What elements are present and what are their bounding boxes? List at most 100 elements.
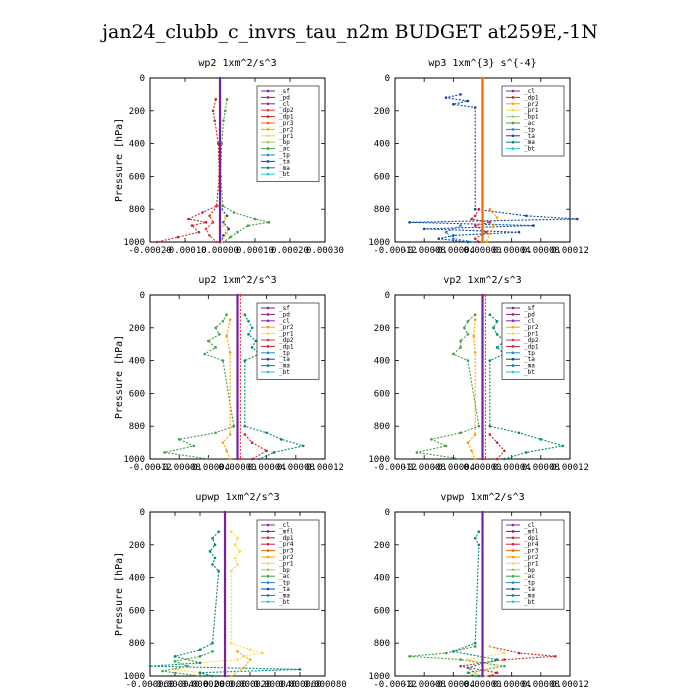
data-point-ac [473,674,477,678]
data-point-dp1 [488,674,492,678]
data-point-ac [503,664,506,668]
x-tick-label: -0.00012 [128,463,171,473]
data-point-dp1 [470,217,473,221]
data-point-ta [222,234,225,237]
x-tick-label: -0.000060 [126,680,175,690]
y-tick-label: 400 [129,357,145,367]
data-point-ac [222,119,225,122]
y-tick-label: 800 [374,639,390,649]
y-tick-label: 600 [129,606,145,616]
data-point-ma [217,569,221,573]
y-tick-label: 1000 [123,238,145,248]
data-point-ma [148,664,152,668]
series-line-pr2 [222,319,231,460]
legend-marker [266,319,270,323]
data-point-ma [208,550,212,553]
data-point-ac [267,221,271,224]
legend-label: _bt [279,171,290,178]
legend-marker [266,338,270,342]
series-line-ac [162,650,213,677]
data-point-pr2 [225,449,228,453]
legend-label: _cl [524,522,535,529]
data-point-ma [211,563,214,566]
data-point-ma [213,543,217,547]
data-point-dp1 [190,224,194,227]
data-point-ac [221,204,225,208]
data-point-ma [211,536,214,540]
legend-marker [511,530,515,533]
data-point-dp1 [187,217,190,221]
data-point-dp1 [495,441,499,444]
data-point-ta [444,96,448,99]
data-point-pr1 [222,224,225,227]
data-point-ac [220,142,224,145]
legend-marker [266,555,270,559]
x-tick-label: 0.00000 [201,246,239,256]
legend-label: _pr1 [279,560,294,567]
legend-label: _bt [279,369,290,376]
data-point-ma [243,424,247,428]
legend-marker [266,562,270,565]
plot-frame [149,511,326,677]
data-point-ac [207,457,210,461]
data-point-ma [243,359,247,362]
data-point-ac [473,313,477,316]
data-point-sf [481,457,484,461]
x-tick-label: -0.00008 [402,463,445,473]
data-point-ac [408,655,411,658]
data-point-dp1 [473,224,477,227]
data-point-pr2 [225,334,228,338]
data-point-sf [236,457,239,461]
legend-label: _dp1 [524,535,539,542]
data-point-ac [466,319,470,323]
chart-panel-3: up2 1xm^2/s^302004006008001000-0.00012-0… [114,275,344,473]
data-point-dp2 [208,214,211,218]
legend-marker [266,134,270,138]
y-tick-label: 400 [129,574,145,584]
y-tick-label: 800 [374,205,390,215]
data-point-ma [495,333,499,336]
x-tick-label: 0.00004 [493,680,531,690]
data-point-ta [473,106,477,109]
y-axis-label: Pressure [hPa] [114,335,125,419]
series-line-dp1 [489,434,506,460]
data-point-dp1 [517,651,521,655]
data-point-tp [459,224,462,227]
legend-marker [266,600,270,604]
data-point-ac [177,438,181,441]
legend-marker [511,357,515,361]
data-point-ma [473,641,477,645]
data-point-ta [466,99,470,103]
legend-label: _ac [279,573,290,580]
data-point-dp2 [211,221,215,224]
legend-marker [266,172,270,176]
data-point-ma [198,648,202,652]
legend-label: _pr1 [524,560,539,567]
legend-label: _cl [279,522,290,529]
legend-marker [266,96,270,99]
data-point-ac [223,109,227,113]
data-point-ta [517,230,521,234]
legend-marker [266,332,270,335]
data-point-ma [492,326,495,330]
y-tick-label: 200 [129,541,145,551]
data-point-pr2 [248,658,252,661]
legend-marker [266,587,270,591]
data-point-ac [466,671,470,675]
legend-marker [511,140,515,144]
panel-title: wp2 1xm^2/s^3 [198,58,276,69]
data-point-ac [198,655,202,658]
legend-label: _bp1 [524,114,539,121]
y-tick-label: 1000 [123,455,145,465]
data-point-dp1 [488,221,492,224]
data-point-ta [575,217,579,221]
legend-label: _bp [279,139,290,146]
x-tick-label: -0.00004 [432,246,475,256]
x-tick-label: 0.00004 [248,463,286,473]
data-point-ma [503,457,506,461]
data-point-dp1 [213,119,217,122]
legend-label: _cl [279,101,290,108]
data-point-tp [452,237,455,241]
data-point-sf [223,674,227,678]
